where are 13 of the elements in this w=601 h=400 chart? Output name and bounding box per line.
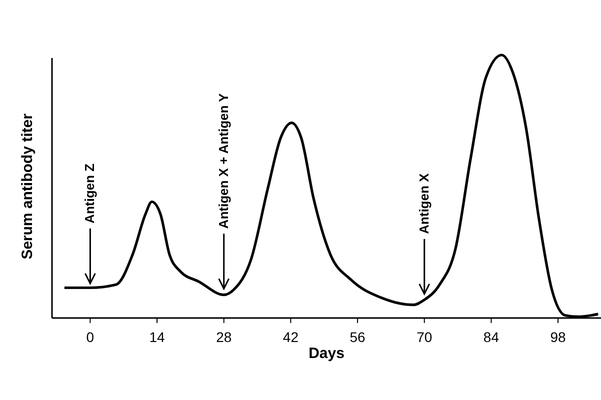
x-tick-label: 84 (483, 329, 500, 345)
y-axis-title: Serum antibody titer (19, 113, 36, 260)
x-tick-label: 14 (149, 329, 166, 345)
x-tick-label: 56 (350, 329, 366, 345)
annotation: Antigen Z (82, 163, 98, 224)
x-tick-label: 98 (550, 329, 566, 345)
annotation: Antigen X (416, 172, 432, 234)
x-tick-label: 28 (216, 329, 232, 345)
annotation: Antigen X + Antigen Y (216, 92, 231, 229)
x-axis-title: Days (308, 345, 344, 362)
x-tick-label: 70 (416, 329, 432, 345)
x-tick-label: 42 (282, 329, 299, 345)
x-tick-label: 0 (86, 329, 94, 345)
